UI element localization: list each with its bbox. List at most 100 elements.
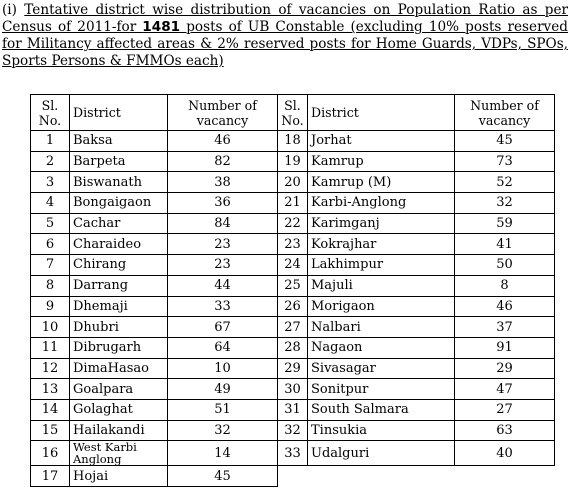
vacancy-cell: 82 — [167, 150, 278, 173]
sl-no-cell: 2 — [30, 150, 70, 173]
sl-no-cell: 17 — [30, 465, 70, 487]
vacancy-table: Sl. No. District Number of vacancy Sl. N… — [30, 94, 555, 487]
vacancy-cell: 51 — [167, 398, 278, 421]
vacancy-cell: 84 — [167, 212, 278, 235]
sl-no-cell: 30 — [277, 378, 308, 400]
posts-count: 1481 — [142, 19, 181, 35]
sl-no-cell: 6 — [30, 233, 70, 256]
vacancy-cell: 8 — [454, 274, 555, 297]
header-district-2: District — [307, 94, 455, 131]
district-cell: Darrang — [69, 274, 168, 297]
sl-no-cell: 24 — [277, 254, 308, 276]
sl-no-cell: 32 — [277, 419, 308, 442]
paragraph-census: as per Census of 2011-for — [2, 2, 568, 35]
vacancy-cell: 27 — [454, 398, 555, 421]
district-cell: Jorhat — [307, 130, 455, 152]
vacancy-cell: 63 — [454, 419, 555, 442]
district-cell: DimaHasao — [69, 357, 168, 380]
sl-no-cell: 19 — [277, 150, 308, 173]
vacancy-cell: 40 — [454, 440, 555, 467]
table-row: 1 Baksa 46 18 Jorhat 45 — [30, 130, 555, 152]
district-cell: Chirang — [69, 254, 168, 276]
district-cell: Biswanath — [69, 171, 168, 194]
table-row: 13 Goalpara 49 30 Sonitpur 47 — [30, 378, 555, 400]
sl-no-cell: 8 — [30, 274, 70, 297]
vacancy-cell: 32 — [167, 419, 278, 442]
vacancy-cell: 38 — [167, 171, 278, 194]
district-cell: Kamrup — [307, 150, 455, 173]
vacancy-cell: 91 — [454, 336, 555, 359]
sl-no-cell: 16 — [30, 440, 70, 467]
district-cell: Bongaigaon — [69, 192, 168, 214]
vacancy-cell: 73 — [454, 150, 555, 173]
sl-no-cell: 18 — [277, 130, 308, 152]
vacancy-cell: 45 — [167, 465, 278, 487]
paragraph-details: posts of UB Constable (excluding 10% pos… — [2, 19, 568, 69]
district-cell: Karimganj — [307, 212, 455, 235]
table-header-row: Sl. No. District Number of vacancy Sl. N… — [30, 94, 555, 131]
vacancy-cell: 33 — [167, 295, 278, 318]
sl-no-cell: 11 — [30, 336, 70, 359]
district-cell: Golaghat — [69, 398, 168, 421]
vacancy-cell: 23 — [167, 254, 278, 276]
sl-no-cell: 33 — [277, 440, 308, 467]
table-row: 2 Barpeta 82 19 Kamrup 73 — [30, 150, 555, 173]
sl-no-cell: 31 — [277, 398, 308, 421]
table-row: 12 DimaHasao 10 29 Sivasagar 29 — [30, 357, 555, 380]
district-cell: Sivasagar — [307, 357, 455, 380]
district-cell: Dhemaji — [69, 295, 168, 318]
table-row: 7 Chirang 23 24 Lakhimpur 50 — [30, 254, 555, 276]
sl-no-cell: 21 — [277, 192, 308, 214]
sl-no-cell: 12 — [30, 357, 70, 380]
district-cell: Baksa — [69, 130, 168, 152]
sl-no-cell: 25 — [277, 274, 308, 297]
sl-no-cell: 5 — [30, 212, 70, 235]
vacancy-cell: 45 — [454, 130, 555, 152]
vacancy-cell: 46 — [167, 130, 278, 152]
table-row: 11 Dibrugarh 64 28 Nagaon 91 — [30, 336, 555, 359]
district-cell: West Karbi Anglong — [69, 440, 168, 467]
table-row: 6 Charaideo 23 23 Kokrajhar 41 — [30, 233, 555, 256]
vacancy-cell: 67 — [167, 316, 278, 338]
vacancy-cell: 46 — [454, 295, 555, 318]
intro-paragraph: (i) Tentative district wise distribution… — [2, 2, 568, 70]
sl-no-cell: 7 — [30, 254, 70, 276]
district-cell: Karbi-Anglong — [307, 192, 455, 214]
sl-no-cell: 1 — [30, 130, 70, 152]
vacancy-cell: 23 — [167, 233, 278, 256]
vacancy-cell: 49 — [167, 378, 278, 400]
sl-no-cell: 27 — [277, 316, 308, 338]
vacancy-cell: 64 — [167, 336, 278, 359]
vacancy-cell: 59 — [454, 212, 555, 235]
table-row: 3 Biswanath 38 20 Kamrup (M) 52 — [30, 171, 555, 194]
vacancy-cell: 29 — [454, 357, 555, 380]
sl-no-cell: 29 — [277, 357, 308, 380]
sl-no-cell: 14 — [30, 398, 70, 421]
district-cell: Majuli — [307, 274, 455, 297]
table-row: 10 Dhubri 67 27 Nalbari 37 — [30, 316, 555, 338]
district-cell: Nalbari — [307, 316, 455, 338]
district-cell: Lakhimpur — [307, 254, 455, 276]
header-sl-no: Sl. No. — [30, 94, 70, 131]
table-row: 14 Golaghat 51 31 South Salmara 27 — [30, 398, 555, 421]
district-cell: Barpeta — [69, 150, 168, 173]
paragraph-prefix: (i) — [2, 2, 25, 18]
sl-no-cell: 4 — [30, 192, 70, 214]
vacancy-cell: 36 — [167, 192, 278, 214]
sl-no-cell: 10 — [30, 316, 70, 338]
vacancy-table-body: Sl. No. District Number of vacancy Sl. N… — [30, 94, 555, 487]
sl-no-cell: 9 — [30, 295, 70, 318]
sl-no-cell: 20 — [277, 171, 308, 194]
district-cell: Kokrajhar — [307, 233, 455, 256]
header-vacancy: Number of vacancy — [167, 94, 278, 131]
table-row: 16 West Karbi Anglong 14 33 Udalguri 40 — [30, 440, 555, 467]
table-row: 9 Dhemaji 33 26 Morigaon 46 — [30, 295, 555, 318]
district-cell: Hailakandi — [69, 419, 168, 442]
district-cell: Sonitpur — [307, 378, 455, 400]
header-district: District — [69, 94, 168, 131]
vacancy-cell: 37 — [454, 316, 555, 338]
district-cell — [308, 466, 455, 487]
vacancy-cell: 50 — [454, 254, 555, 276]
district-cell: Cachar — [69, 212, 168, 235]
header-sl-no-2: Sl. No. — [277, 94, 308, 131]
